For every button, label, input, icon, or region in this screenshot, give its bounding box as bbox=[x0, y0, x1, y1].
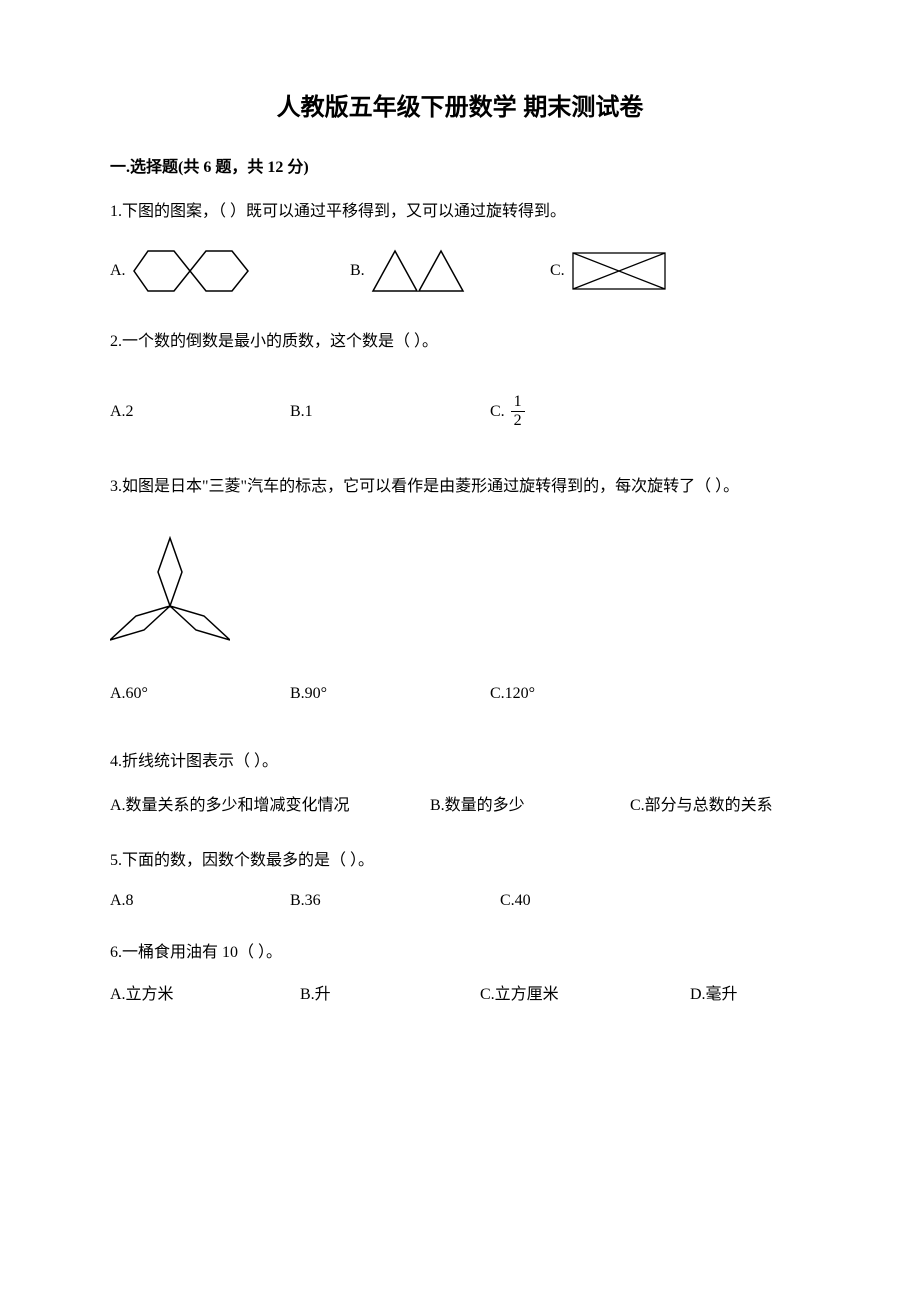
q1-option-a[interactable]: A. bbox=[110, 248, 350, 294]
q3-text: 3.如图是日本"三菱"汽车的标志，它可以看作是由菱形通过旋转得到的，每次旋转了（… bbox=[110, 469, 810, 506]
q1-b-label: B. bbox=[350, 259, 365, 283]
q5-b-label: B.36 bbox=[290, 889, 321, 913]
q5-c-label: C.40 bbox=[500, 889, 531, 913]
q3-figure-wrap bbox=[110, 536, 810, 646]
q6-d-label: D.毫升 bbox=[690, 981, 738, 1010]
exam-page: 人教版五年级下册数学 期末测试卷 一.选择题(共 6 题，共 12 分) 1.下… bbox=[0, 0, 920, 1302]
q5-text: 5.下面的数，因数个数最多的是（ ）。 bbox=[110, 849, 810, 873]
q2-b-label: B.1 bbox=[290, 400, 313, 424]
q6-option-b[interactable]: B.升 bbox=[300, 981, 480, 1010]
q2-text: 2.一个数的倒数是最小的质数，这个数是（ ）。 bbox=[110, 330, 810, 354]
q2-c-label: C. bbox=[490, 400, 505, 424]
q6-option-c[interactable]: C.立方厘米 bbox=[480, 981, 690, 1010]
q6-a-label: A.立方米 bbox=[110, 981, 174, 1010]
q4-a-label: A.数量关系的多少和增减变化情况 bbox=[110, 792, 350, 821]
q2-c-fraction: 1 2 bbox=[511, 394, 525, 429]
frac-den: 2 bbox=[514, 412, 522, 429]
q1-text: 1.下图的图案，（ ）既可以通过平移得到，又可以通过旋转得到。 bbox=[110, 200, 810, 224]
q6-options: A.立方米 B.升 C.立方厘米 D.毫升 bbox=[110, 981, 810, 1010]
q3-option-c[interactable]: C.120° bbox=[490, 682, 535, 706]
q4-option-a[interactable]: A.数量关系的多少和增减变化情况 bbox=[110, 792, 430, 821]
q3-c-label: C.120° bbox=[490, 682, 535, 706]
q1-c-figure bbox=[571, 251, 667, 291]
q2-option-a[interactable]: A.2 bbox=[110, 400, 290, 424]
frac-num: 1 bbox=[511, 394, 525, 412]
q4-b-label: B.数量的多少 bbox=[430, 792, 525, 821]
q1-option-b[interactable]: B. bbox=[350, 249, 550, 293]
q4-text: 4.折线统计图表示（ ）。 bbox=[110, 750, 810, 774]
q5-a-label: A.8 bbox=[110, 889, 134, 913]
q1-option-c[interactable]: C. bbox=[550, 251, 667, 291]
question-6: 6.一桶食用油有 10（ ）。 A.立方米 B.升 C.立方厘米 D.毫升 bbox=[110, 941, 810, 1010]
q2-options: A.2 B.1 C. 1 2 bbox=[110, 394, 810, 429]
q4-options: A.数量关系的多少和增减变化情况 B.数量的多少 C.部分与总数的关系 bbox=[110, 792, 810, 821]
q1-a-figure bbox=[132, 248, 252, 294]
question-4: 4.折线统计图表示（ ）。 A.数量关系的多少和增减变化情况 B.数量的多少 C… bbox=[110, 750, 810, 821]
q1-options: A. B. C. bbox=[110, 248, 810, 294]
q2-option-c[interactable]: C. 1 2 bbox=[490, 394, 525, 429]
q2-a-label: A.2 bbox=[110, 400, 134, 424]
page-title: 人教版五年级下册数学 期末测试卷 bbox=[110, 90, 810, 126]
q1-a-label: A. bbox=[110, 259, 126, 283]
q5-option-b[interactable]: B.36 bbox=[290, 889, 500, 913]
question-3: 3.如图是日本"三菱"汽车的标志，它可以看作是由菱形通过旋转得到的，每次旋转了（… bbox=[110, 469, 810, 706]
q4-c-label: C.部分与总数的关系 bbox=[630, 792, 773, 821]
q4-option-b[interactable]: B.数量的多少 bbox=[430, 792, 630, 821]
q5-options: A.8 B.36 C.40 bbox=[110, 889, 810, 913]
q3-options: A.60° B.90° C.120° bbox=[110, 682, 810, 706]
q6-option-d[interactable]: D.毫升 bbox=[690, 981, 738, 1010]
question-1: 1.下图的图案，（ ）既可以通过平移得到，又可以通过旋转得到。 A. B. C. bbox=[110, 200, 810, 294]
q1-b-figure bbox=[371, 249, 467, 293]
question-2: 2.一个数的倒数是最小的质数，这个数是（ ）。 A.2 B.1 C. 1 2 bbox=[110, 330, 810, 429]
q6-option-a[interactable]: A.立方米 bbox=[110, 981, 300, 1010]
section-heading: 一.选择题(共 6 题，共 12 分) bbox=[110, 156, 810, 180]
q5-option-a[interactable]: A.8 bbox=[110, 889, 290, 913]
q2-option-b[interactable]: B.1 bbox=[290, 400, 490, 424]
q3-a-label: A.60° bbox=[110, 682, 148, 706]
q3-option-b[interactable]: B.90° bbox=[290, 682, 490, 706]
q3-option-a[interactable]: A.60° bbox=[110, 682, 290, 706]
q3-figure bbox=[110, 536, 230, 646]
q1-c-label: C. bbox=[550, 259, 565, 283]
q6-b-label: B.升 bbox=[300, 981, 331, 1010]
q5-option-c[interactable]: C.40 bbox=[500, 889, 531, 913]
q6-c-label: C.立方厘米 bbox=[480, 981, 559, 1010]
q4-option-c[interactable]: C.部分与总数的关系 bbox=[630, 792, 773, 821]
question-5: 5.下面的数，因数个数最多的是（ ）。 A.8 B.36 C.40 bbox=[110, 849, 810, 913]
q3-b-label: B.90° bbox=[290, 682, 327, 706]
q6-text: 6.一桶食用油有 10（ ）。 bbox=[110, 941, 810, 965]
